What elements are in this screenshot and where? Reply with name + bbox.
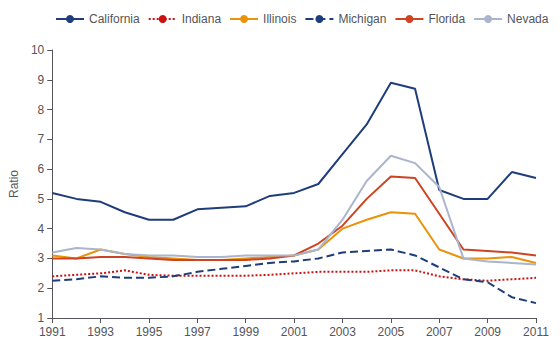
svg-text:2003: 2003 [329, 325, 356, 339]
svg-text:1999: 1999 [232, 325, 259, 339]
svg-text:Illinois: Illinois [263, 12, 296, 26]
svg-text:7: 7 [38, 132, 45, 146]
svg-text:8: 8 [38, 103, 45, 117]
svg-text:1995: 1995 [136, 325, 163, 339]
svg-text:6: 6 [38, 162, 45, 176]
svg-text:Ratio: Ratio [7, 170, 21, 198]
svg-text:Indiana: Indiana [182, 12, 222, 26]
svg-text:Nevada: Nevada [507, 12, 549, 26]
svg-text:Florida: Florida [428, 12, 465, 26]
svg-text:2005: 2005 [378, 325, 405, 339]
svg-text:Michigan: Michigan [338, 12, 386, 26]
svg-text:2011: 2011 [523, 325, 549, 339]
svg-text:1: 1 [38, 311, 45, 325]
svg-text:10: 10 [31, 43, 45, 57]
svg-text:2009: 2009 [474, 325, 501, 339]
svg-text:9: 9 [38, 73, 45, 87]
svg-text:2: 2 [38, 281, 45, 295]
svg-text:4: 4 [38, 222, 45, 236]
svg-text:California: California [89, 12, 140, 26]
svg-text:1997: 1997 [184, 325, 211, 339]
svg-text:1993: 1993 [87, 325, 114, 339]
svg-text:3: 3 [38, 251, 45, 265]
svg-text:2007: 2007 [426, 325, 453, 339]
svg-text:2001: 2001 [281, 325, 308, 339]
svg-text:1991: 1991 [39, 325, 66, 339]
svg-text:5: 5 [38, 192, 45, 206]
